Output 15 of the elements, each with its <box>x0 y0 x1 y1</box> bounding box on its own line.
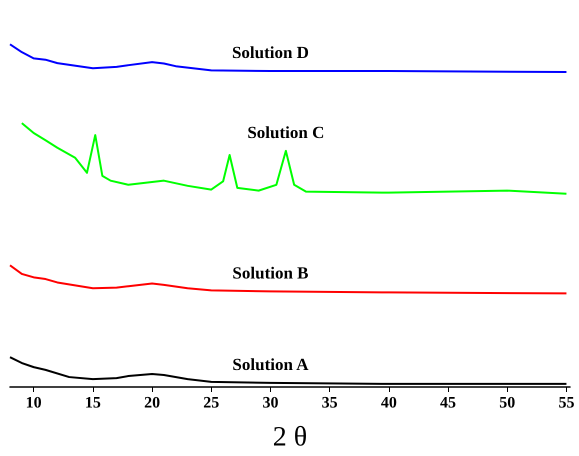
x-tick-label: 50 <box>499 394 516 412</box>
x-tick-label: 45 <box>440 394 456 412</box>
series-label: Solution A <box>232 354 310 374</box>
x-tick-label: 35 <box>322 394 338 412</box>
x-tick-label: 25 <box>203 394 220 412</box>
x-axis-title: 2 θ <box>272 422 308 452</box>
series-label: Solution B <box>232 263 308 282</box>
x-tick-label: 10 <box>26 394 42 412</box>
x-tick-label: 20 <box>144 394 160 412</box>
x-tick-label: 55 <box>558 394 574 412</box>
x-tick-label: 30 <box>262 394 278 412</box>
x-tick-label: 15 <box>84 394 101 412</box>
series-label: Solution C <box>247 122 324 142</box>
x-tick-label: 40 <box>380 394 397 412</box>
series-label: Solution D <box>232 43 309 62</box>
